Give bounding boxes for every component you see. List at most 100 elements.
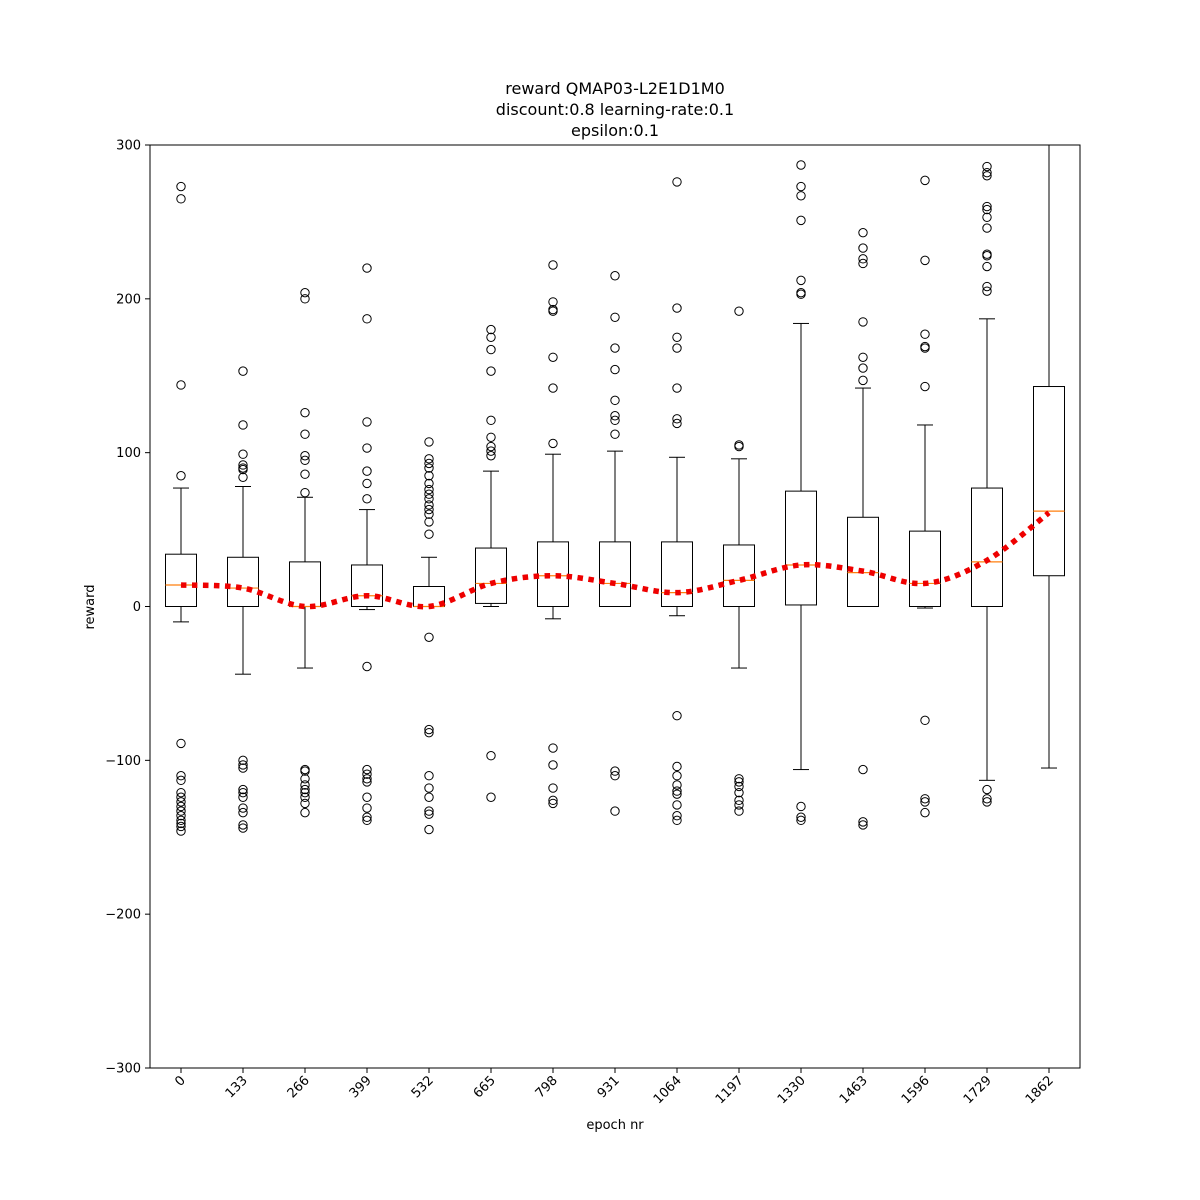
outlier-point: [176, 806, 186, 816]
box-1862: [1033, 145, 1065, 769]
plot-frame: [149, 144, 1081, 1069]
outlier-point: [176, 471, 186, 481]
outlier-point: [610, 415, 620, 426]
outlier-point: [238, 803, 248, 813]
outlier-point: [548, 743, 558, 753]
box-133: [227, 366, 259, 833]
outlier-point: [486, 451, 496, 461]
outlier-point: [486, 432, 496, 442]
x-tick-label: 931: [595, 1073, 623, 1101]
outlier-point: [424, 632, 434, 642]
x-tick-label: 1197: [713, 1073, 747, 1107]
x-tick-label: 1330: [775, 1073, 809, 1107]
outlier-point: [300, 451, 310, 461]
outlier-point: [858, 764, 868, 775]
outlier-point: [238, 760, 248, 770]
outlier-point: [610, 766, 620, 776]
outlier-point: [858, 317, 868, 327]
outlier-point: [362, 661, 372, 672]
outlier-point: [424, 806, 434, 816]
outlier-point: [858, 352, 868, 362]
outlier-point: [486, 441, 496, 452]
outlier-point: [672, 414, 682, 424]
y-tick-label: 0: [133, 600, 141, 615]
outlier-point: [424, 494, 434, 504]
outlier-point: [238, 787, 248, 798]
x-tick-label: 798: [533, 1073, 561, 1101]
outlier-point: [548, 798, 558, 809]
outlier-point: [362, 777, 372, 787]
outlier-point: [300, 455, 310, 466]
outlier-point: [176, 797, 186, 807]
outlier-point: [362, 443, 372, 453]
outlier-point: [362, 478, 372, 489]
outlier-point: [672, 761, 682, 772]
outlier-point: [672, 786, 682, 796]
outlier-point: [672, 303, 682, 313]
outlier-point: [362, 263, 372, 273]
outlier-point: [486, 792, 496, 802]
outlier-point: [362, 803, 372, 813]
outlier-point: [424, 437, 434, 447]
outlier-point: [796, 215, 806, 226]
y-tick-label: 300: [116, 139, 141, 154]
outlier-point: [982, 797, 992, 807]
iqr-box: [599, 541, 631, 608]
x-tick-label: 665: [471, 1073, 499, 1101]
outlier-point: [982, 784, 992, 795]
outlier-point: [238, 820, 248, 830]
x-tick-label: 532: [409, 1073, 437, 1101]
outlier-point: [300, 407, 310, 418]
outlier-point: [238, 449, 248, 459]
outlier-point: [672, 815, 682, 826]
outlier-point: [796, 160, 806, 170]
outlier-point: [300, 784, 310, 795]
outlier-point: [858, 254, 868, 264]
trend-line: [180, 510, 1051, 610]
trend-line-layer: [180, 510, 1051, 610]
x-tick-label: 399: [347, 1073, 375, 1101]
outlier-point: [982, 223, 992, 233]
outlier-point: [982, 794, 992, 804]
outlier-point: [238, 792, 248, 802]
outlier-point: [300, 792, 310, 802]
outlier-point: [982, 161, 992, 172]
outlier-point: [176, 818, 186, 829]
outlier-point: [238, 755, 248, 766]
outlier-point: [672, 789, 682, 799]
outlier-point: [796, 191, 806, 201]
outlier-point: [176, 801, 186, 812]
outlier-point: [300, 780, 310, 790]
iqr-box: [661, 541, 693, 608]
outlier-point: [176, 811, 186, 821]
outlier-point: [548, 383, 558, 393]
outlier-point: [300, 787, 310, 798]
outlier-point: [982, 201, 992, 212]
outlier-point: [238, 763, 248, 773]
box-1463: [847, 227, 879, 830]
x-tick-label: 1463: [837, 1073, 871, 1107]
outlier-point: [982, 212, 992, 223]
outlier-point: [362, 769, 372, 779]
outlier-point: [796, 812, 806, 822]
outlier-point: [486, 751, 496, 761]
outlier-point: [858, 817, 868, 827]
iqr-box: [847, 516, 879, 608]
box-266: [289, 287, 321, 818]
y-tick-label: 100: [116, 446, 141, 461]
outlier-point: [486, 415, 496, 426]
outlier-point: [610, 771, 620, 781]
outlier-point: [300, 429, 310, 439]
outlier-point: [424, 471, 434, 481]
outlier-point: [734, 441, 744, 452]
box-798: [537, 260, 569, 809]
outlier-point: [920, 715, 930, 726]
outlier-point: [982, 261, 992, 272]
outlier-point: [734, 795, 744, 806]
outlier-point: [486, 344, 496, 355]
outlier-point: [672, 177, 682, 187]
outlier-point: [796, 181, 806, 192]
outlier-point: [920, 794, 930, 804]
outlier-point: [176, 380, 186, 390]
outlier-point: [300, 807, 310, 818]
